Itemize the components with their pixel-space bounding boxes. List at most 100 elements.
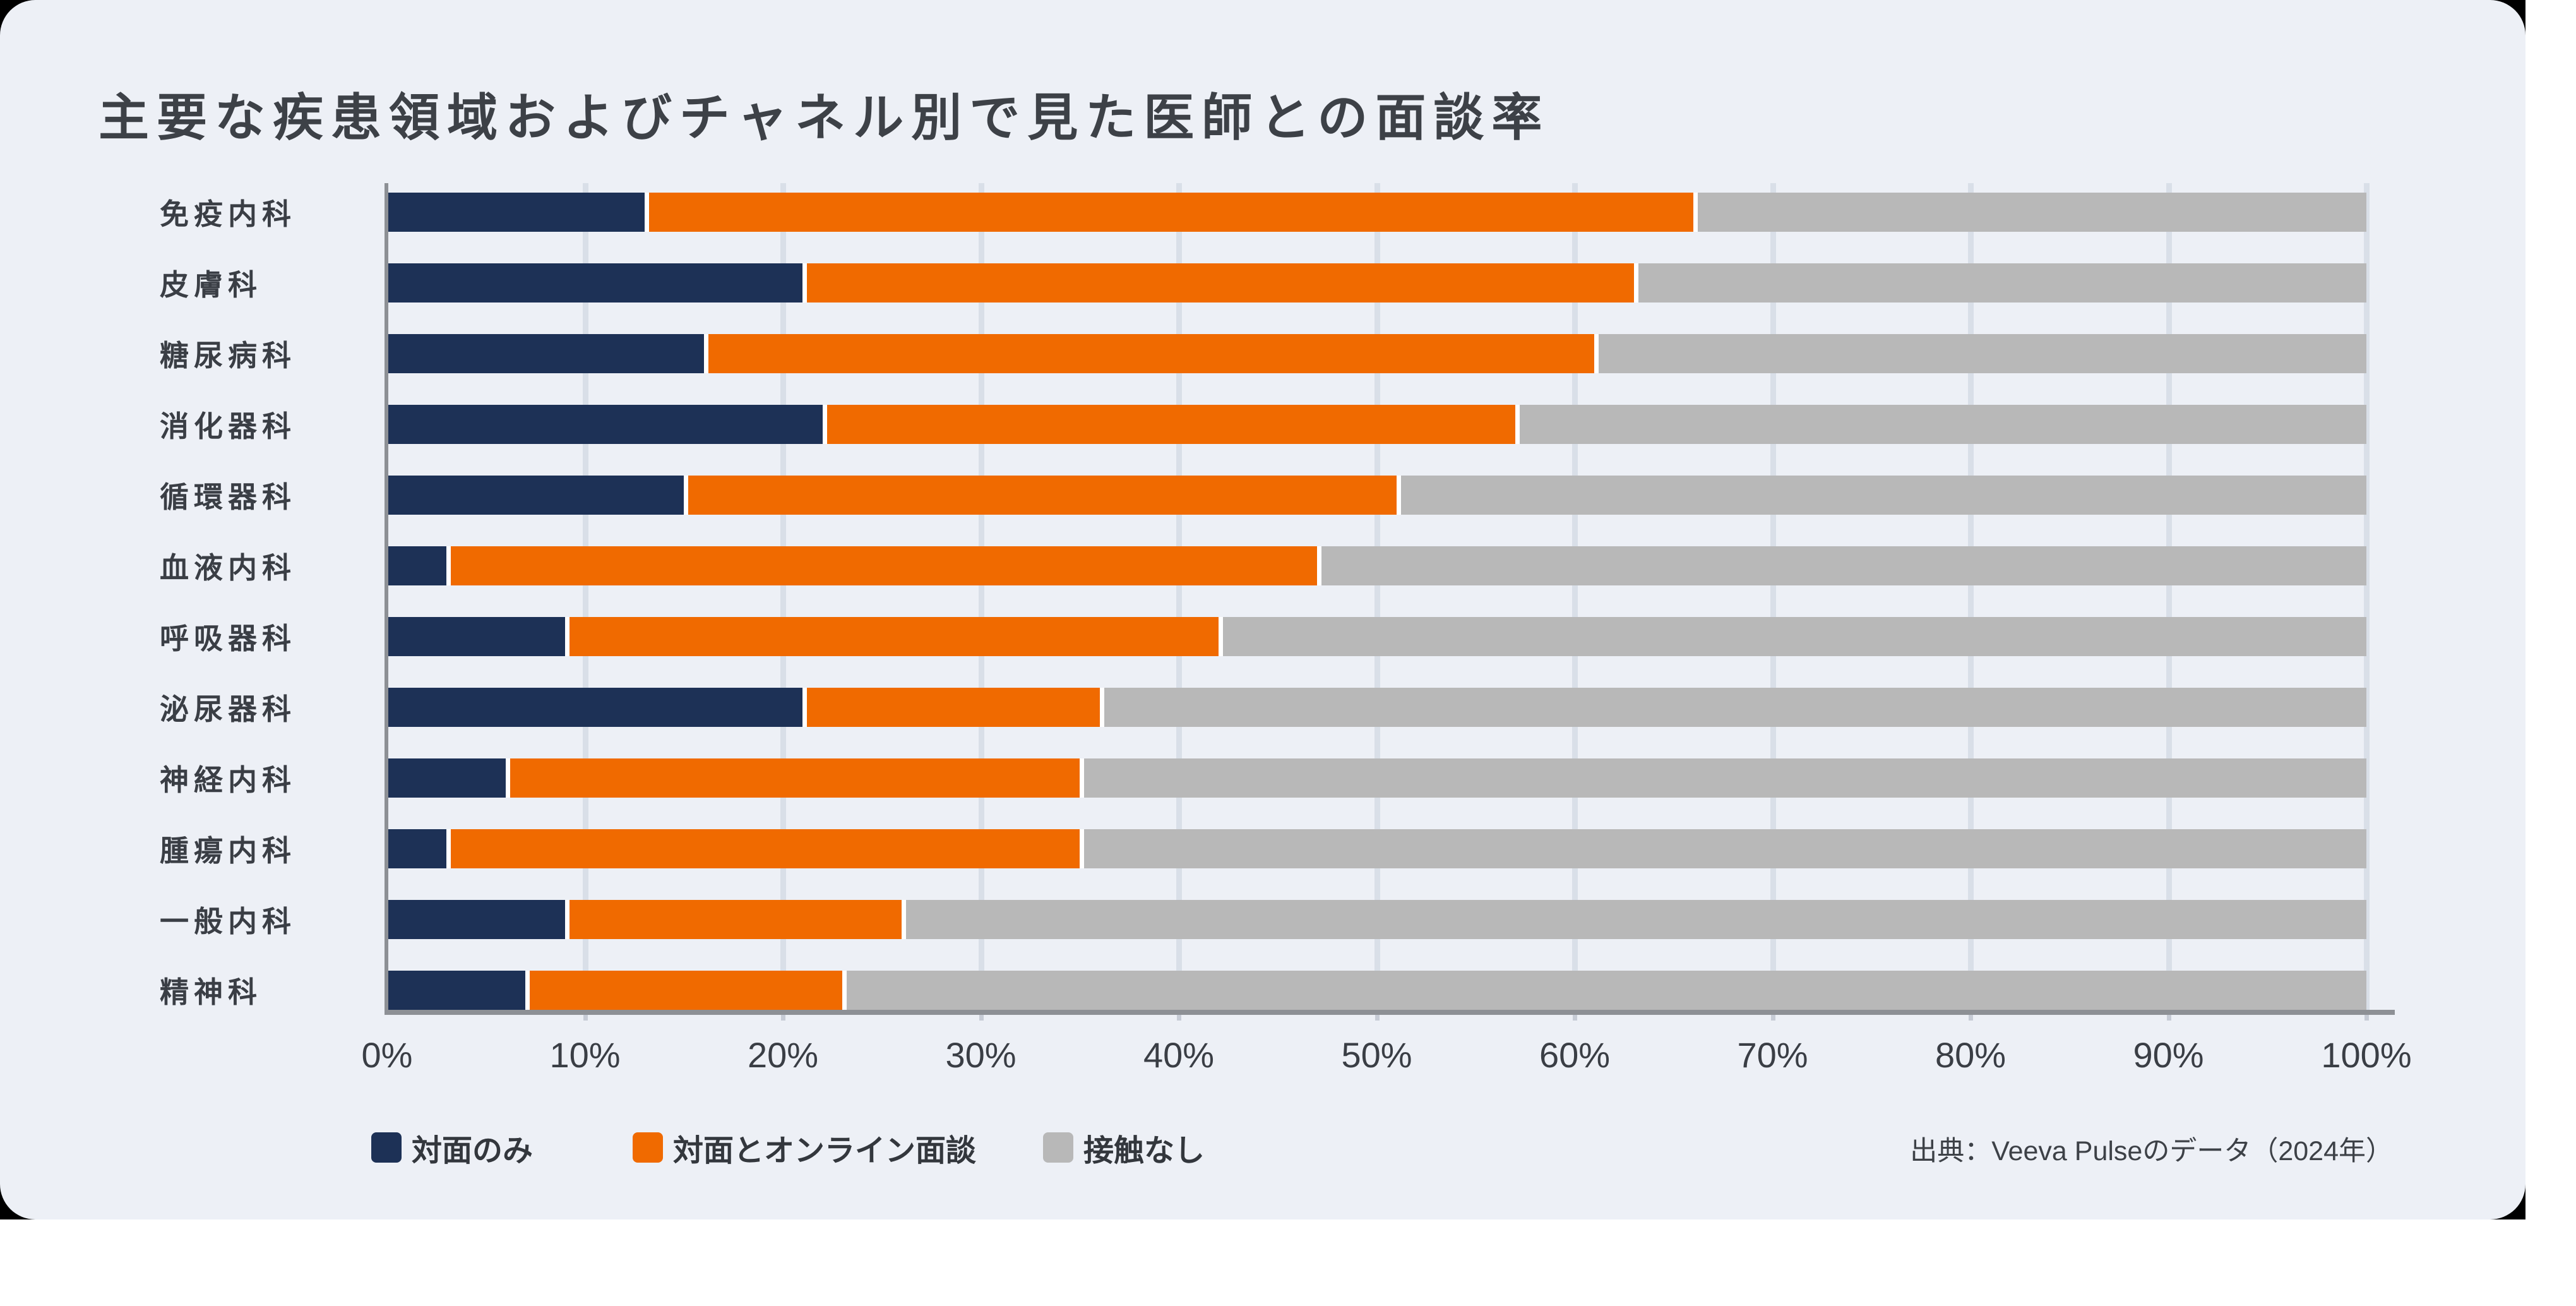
gridline [1374, 183, 1380, 1010]
category-label: 神経内科 [160, 764, 296, 796]
x-axis-tick-label: 20% [747, 1035, 819, 1075]
category-label: 循環器科 [160, 481, 296, 513]
x-axis-tick-label: 80% [1935, 1035, 2007, 1075]
bar-segment-0 [387, 688, 803, 727]
legend-item: 接触なし [1043, 1125, 1205, 1170]
x-axis-tick-label: 100% [2321, 1035, 2412, 1075]
bar-row [387, 688, 2366, 727]
bar-segment-1 [525, 971, 843, 1010]
gridline [780, 183, 786, 1010]
x-axis-line [385, 1010, 2395, 1015]
bar-segment-2 [1218, 617, 2366, 656]
bar-segment-2 [842, 971, 2366, 1010]
bar-row [387, 971, 2366, 1010]
gridline [1968, 183, 1974, 1010]
bar-segment-0 [387, 758, 506, 798]
legend-label: 対面とオンライン面談 [673, 1134, 977, 1168]
axis-tick [1177, 1010, 1181, 1021]
gridline [1572, 183, 1578, 1010]
category-label: 一般内科 [160, 905, 296, 938]
bar-segment-1 [565, 900, 902, 939]
category-label: 精神科 [160, 976, 262, 1009]
source-note: 出典：Veeva Pulseのデータ（2024年） [1910, 1136, 2393, 1166]
bar-row [387, 263, 2366, 303]
bar-segment-1 [506, 758, 1080, 798]
bar-segment-2 [1317, 546, 2366, 585]
bar-segment-1 [703, 334, 1595, 373]
bar-segment-2 [1099, 688, 2366, 727]
gridline [1770, 183, 1776, 1010]
chart-title: 主要な疾患領域およびチャネル別で見た医師との面談率 [98, 90, 1550, 146]
bar-segment-2 [1515, 405, 2366, 444]
bar-segment-0 [387, 971, 526, 1010]
axis-tick [781, 1010, 785, 1021]
bar-segment-0 [387, 900, 566, 939]
category-label: 消化器科 [160, 410, 296, 443]
x-axis-tick-label: 70% [1737, 1035, 1808, 1075]
bar-segment-2 [1080, 829, 2366, 868]
bar-segment-0 [387, 546, 447, 585]
axis-tick [1374, 1010, 1380, 1021]
y-axis-line [385, 183, 388, 1012]
axis-tick [583, 1010, 588, 1021]
x-axis-tick-label: 60% [1539, 1035, 1611, 1075]
bar-segment-1 [446, 546, 1318, 585]
bar-segment-0 [387, 405, 823, 444]
bar-segment-2 [1634, 263, 2366, 303]
bar-segment-2 [902, 900, 2366, 939]
category-label: 呼吸器科 [160, 622, 296, 655]
bar-segment-0 [387, 829, 447, 868]
legend-swatch-icon [1043, 1132, 1073, 1163]
legend-label: 対面のみ [412, 1134, 534, 1168]
bar-segment-0 [387, 193, 645, 232]
bar-segment-0 [387, 334, 704, 373]
bar-segment-1 [684, 476, 1397, 515]
x-axis-tick-label: 30% [945, 1035, 1017, 1075]
legend-swatch-icon [371, 1132, 402, 1163]
gridline [2166, 183, 2172, 1010]
bar-segment-1 [822, 405, 1515, 444]
gridline [582, 183, 588, 1010]
x-axis-tick-label: 0% [361, 1035, 413, 1075]
category-label: 皮膚科 [160, 268, 262, 301]
legend-label: 接触なし [1083, 1134, 1205, 1168]
gridline [1176, 183, 1182, 1010]
category-label: 免疫内科 [160, 198, 296, 231]
legend-item: 対面のみ [371, 1125, 533, 1170]
bar-segment-1 [565, 617, 1219, 656]
category-label: 糖尿病科 [160, 339, 296, 372]
bar-row [387, 758, 2366, 798]
x-axis-tick-label: 50% [1341, 1035, 1412, 1075]
bar-segment-1 [446, 829, 1080, 868]
x-axis-tick-label: 10% [549, 1035, 621, 1075]
bar-segment-0 [387, 263, 803, 303]
axis-tick [979, 1010, 984, 1021]
bar-row [387, 405, 2366, 444]
bar-row [387, 193, 2366, 232]
bar-row [387, 617, 2366, 656]
bar-segment-2 [1396, 476, 2366, 515]
category-label: 泌尿器科 [160, 693, 296, 726]
bar-segment-1 [802, 688, 1100, 727]
x-axis-tick-label: 40% [1143, 1035, 1215, 1075]
axis-tick [1770, 1010, 1775, 1021]
bar-row [387, 900, 2366, 939]
bar-segment-0 [387, 617, 566, 656]
category-label: 腫瘍内科 [160, 834, 296, 867]
legend-item: 対面とオンライン面談 [633, 1125, 976, 1170]
category-label: 血液内科 [160, 551, 296, 584]
bar-segment-2 [1693, 193, 2366, 232]
gridline [978, 183, 984, 1010]
bar-row [387, 829, 2366, 868]
bar-segment-0 [387, 476, 684, 515]
bar-segment-1 [644, 193, 1694, 232]
x-axis-tick-label: 90% [2133, 1035, 2204, 1075]
bar-row [387, 476, 2366, 515]
gridline [2364, 183, 2370, 1010]
plot-area: 0% 10% 20% 30% 40% 50% 60% 70% 80% 90% 100% 免疫内科皮膚科… [160, 183, 2412, 1075]
axis-tick [2166, 1010, 2171, 1021]
chart-card: 主要な疾患領域およびチャネル別で見た医師との面談率 0% 10% 20% 30% 40%… [0, 0, 2525, 1219]
axis-tick [1573, 1010, 1577, 1021]
bar-segment-2 [1080, 758, 2366, 798]
bar-row [387, 334, 2366, 373]
